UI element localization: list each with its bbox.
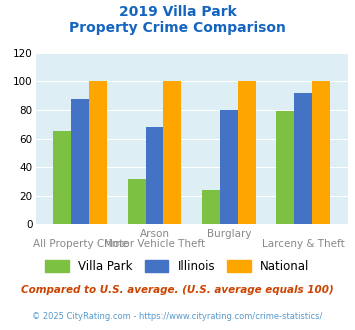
Bar: [89, 82, 107, 224]
Text: Larceny & Theft: Larceny & Theft: [262, 239, 345, 249]
Text: 2019 Villa Park: 2019 Villa Park: [119, 5, 236, 19]
Bar: [146, 127, 163, 224]
Text: All Property Crime: All Property Crime: [33, 239, 128, 249]
Bar: [202, 190, 220, 224]
Bar: [277, 112, 294, 224]
Bar: [294, 93, 312, 224]
Bar: [71, 99, 89, 224]
Bar: [163, 82, 181, 224]
Bar: [220, 110, 238, 224]
Text: Motor Vehicle Theft: Motor Vehicle Theft: [104, 239, 205, 249]
Bar: [312, 82, 330, 224]
Text: Property Crime Comparison: Property Crime Comparison: [69, 21, 286, 35]
Text: © 2025 CityRating.com - https://www.cityrating.com/crime-statistics/: © 2025 CityRating.com - https://www.city…: [32, 312, 323, 321]
Bar: [128, 179, 146, 224]
Bar: [238, 82, 256, 224]
Text: Burglary: Burglary: [207, 229, 251, 239]
Bar: [53, 131, 71, 224]
Text: Compared to U.S. average. (U.S. average equals 100): Compared to U.S. average. (U.S. average …: [21, 285, 334, 295]
Legend: Villa Park, Illinois, National: Villa Park, Illinois, National: [40, 255, 315, 278]
Text: Arson: Arson: [140, 229, 169, 239]
